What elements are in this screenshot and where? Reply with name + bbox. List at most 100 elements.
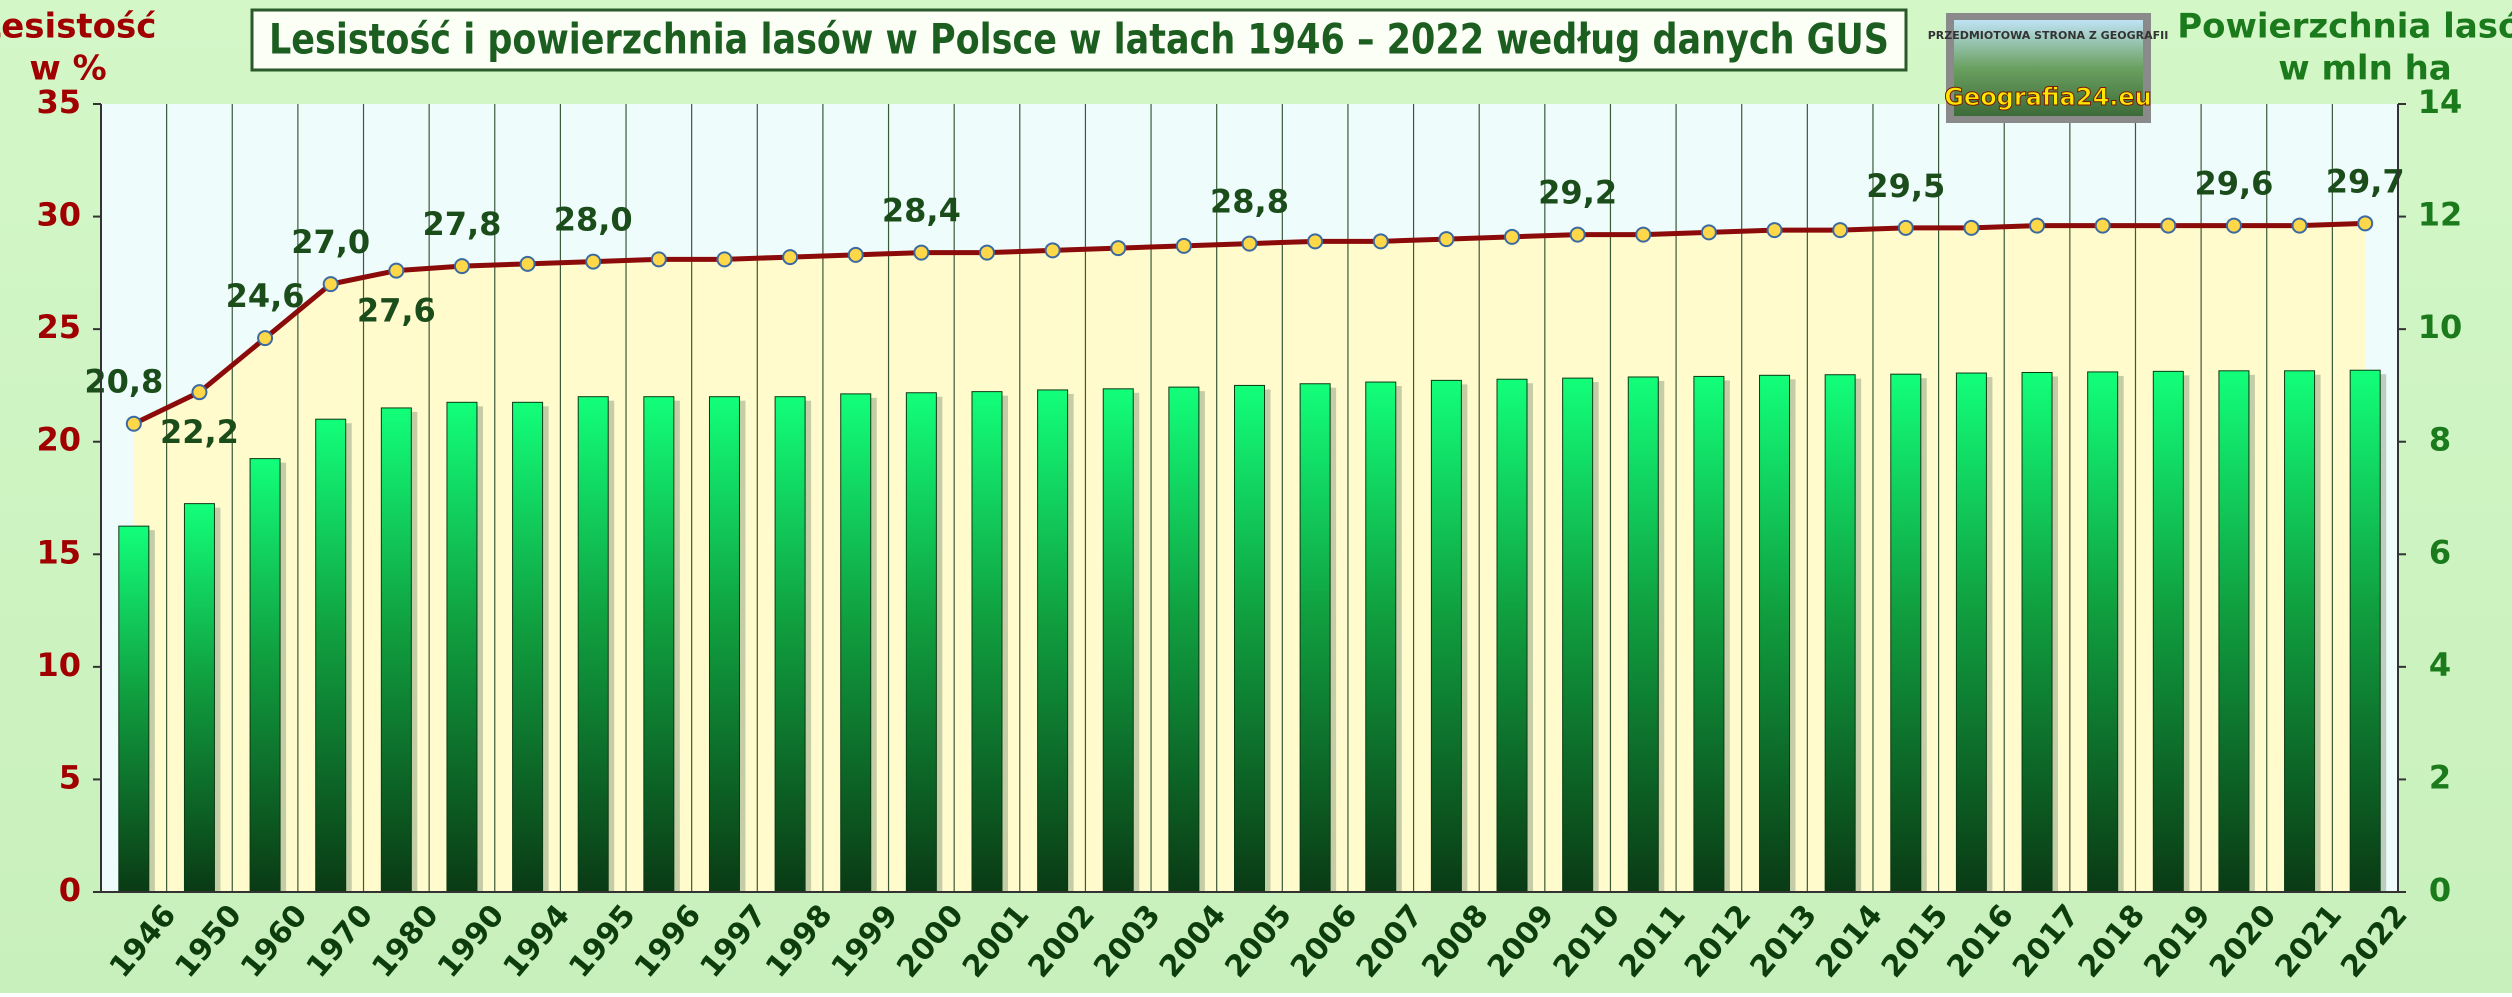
bar: [1627, 376, 1659, 893]
point: [1372, 233, 1389, 250]
point: [585, 253, 602, 270]
bar: [2218, 370, 2250, 893]
bar: [1955, 372, 1987, 893]
bar: [1693, 375, 1725, 893]
bar: [1890, 373, 1922, 893]
y-axis-label: w %: [29, 49, 106, 89]
bar: [1824, 374, 1856, 893]
bar: [380, 407, 412, 893]
y-tick-label: 0: [59, 871, 81, 909]
logo-text: PRZEDMIOTOWA STRONA Z GEOGRAFII: [1928, 29, 2169, 42]
y2-tick-label: 2: [2429, 758, 2451, 796]
y2-tick-label: 10: [2418, 308, 2463, 346]
y-axis-label: Lesistość: [0, 7, 156, 47]
bar: [2152, 370, 2184, 893]
data-label: 28,0: [554, 201, 633, 239]
bar: [118, 525, 150, 893]
y2-axis-label: Powierzchnia lasów: [2177, 7, 2512, 47]
point: [782, 249, 799, 266]
point: [2029, 217, 2046, 234]
data-label: 29,2: [1538, 174, 1617, 212]
point: [1700, 224, 1717, 241]
bar: [1562, 377, 1594, 893]
y2-tick-label: 14: [2418, 83, 2463, 121]
title-box: [250, 8, 1908, 72]
bar: [577, 396, 609, 893]
point: [388, 262, 405, 279]
data-label: 27,8: [422, 205, 501, 243]
chart-title: Lesistość i powierzchnia lasów w Polsce …: [269, 15, 1889, 64]
y-tick-label: 15: [36, 533, 81, 571]
y2-tick-label: 4: [2429, 646, 2451, 684]
bar: [1496, 378, 1528, 893]
bar: [2087, 371, 2119, 893]
point: [453, 258, 470, 275]
point: [1241, 235, 1258, 252]
data-label: 29,7: [2326, 162, 2405, 200]
bar: [512, 401, 544, 893]
point: [2225, 217, 2242, 234]
data-label: 27,0: [291, 223, 370, 261]
point: [2357, 215, 2374, 232]
bar: [2349, 369, 2381, 893]
point: [2291, 217, 2308, 234]
point: [978, 244, 995, 261]
bar: [774, 396, 806, 893]
point: [1110, 240, 1127, 257]
point: [519, 255, 536, 272]
data-label: 28,8: [1210, 183, 1289, 221]
logo-image: [1954, 20, 2143, 116]
point: [322, 276, 339, 293]
bar: [249, 458, 281, 893]
bar: [1299, 383, 1331, 893]
y-tick-label: 5: [59, 758, 81, 796]
data-label: 20,8: [84, 363, 163, 401]
bar: [643, 396, 675, 893]
point: [1569, 226, 1586, 243]
point: [125, 415, 142, 432]
bar: [446, 401, 478, 893]
point: [1438, 231, 1455, 248]
bar: [1759, 374, 1791, 893]
bar: [1037, 389, 1069, 893]
bar: [905, 392, 937, 893]
point: [1963, 219, 1980, 236]
y2-tick-label: 12: [2418, 196, 2463, 234]
y-tick-label: 10: [36, 646, 81, 684]
y-tick-label: 25: [36, 308, 81, 346]
data-label: 22,2: [160, 413, 239, 451]
data-label: 28,4: [882, 192, 961, 230]
bar: [1430, 379, 1462, 893]
y2-tick-label: 6: [2429, 533, 2451, 571]
bar: [1365, 381, 1397, 893]
point: [1504, 228, 1521, 245]
point: [1635, 226, 1652, 243]
logo-text: Geografia24.eu: [1944, 83, 2152, 111]
bar: [183, 503, 215, 893]
data-label: 29,6: [2194, 165, 2273, 203]
y-tick-label: 30: [36, 196, 81, 234]
point: [2160, 217, 2177, 234]
point: [191, 384, 208, 401]
point: [913, 244, 930, 261]
plot: 0 5 10 15 20 25 30 35 0 2 4 6 8 10 12 14 20,8 22,2 24,6 27,…: [36, 83, 2462, 985]
point: [847, 246, 864, 263]
y-tick-label: 35: [36, 83, 81, 121]
data-label: 27,6: [357, 292, 436, 330]
point: [1307, 233, 1324, 250]
point: [1766, 222, 1783, 239]
bar: [840, 393, 872, 893]
bar: [1168, 386, 1200, 893]
y2-tick-label: 8: [2429, 421, 2451, 459]
bar: [315, 418, 347, 893]
bar: [1102, 388, 1134, 893]
y-tick-label: 20: [36, 421, 81, 459]
point: [257, 330, 274, 347]
point: [1832, 222, 1849, 239]
bar: [1234, 384, 1265, 893]
point: [1897, 219, 1914, 236]
point: [716, 251, 733, 268]
bar: [708, 396, 740, 893]
point: [650, 251, 667, 268]
